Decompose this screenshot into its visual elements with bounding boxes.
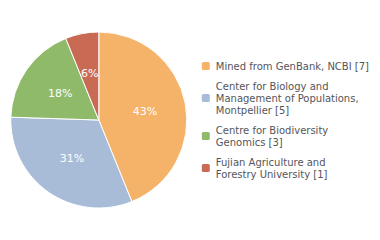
svg-text:Genomics [3]: Genomics [3] <box>216 137 283 148</box>
svg-text:Center for Biology and: Center for Biology and <box>216 81 329 92</box>
svg-text:Management of Populations,: Management of Populations, <box>216 93 359 104</box>
svg-text:43%: 43% <box>133 105 157 118</box>
svg-text:Montpellier [5]: Montpellier [5] <box>216 105 290 116</box>
svg-text:Centre for Biodiversity: Centre for Biodiversity <box>216 125 329 136</box>
svg-text:31%: 31% <box>60 152 84 165</box>
svg-text:Mined from GenBank, NCBI [7]: Mined from GenBank, NCBI [7] <box>216 61 369 72</box>
svg-text:18%: 18% <box>48 87 72 100</box>
svg-text:Forestry University [1]: Forestry University [1] <box>216 169 328 180</box>
svg-text:6%: 6% <box>81 67 98 80</box>
svg-text:Fujian Agriculture and: Fujian Agriculture and <box>216 157 326 168</box>
